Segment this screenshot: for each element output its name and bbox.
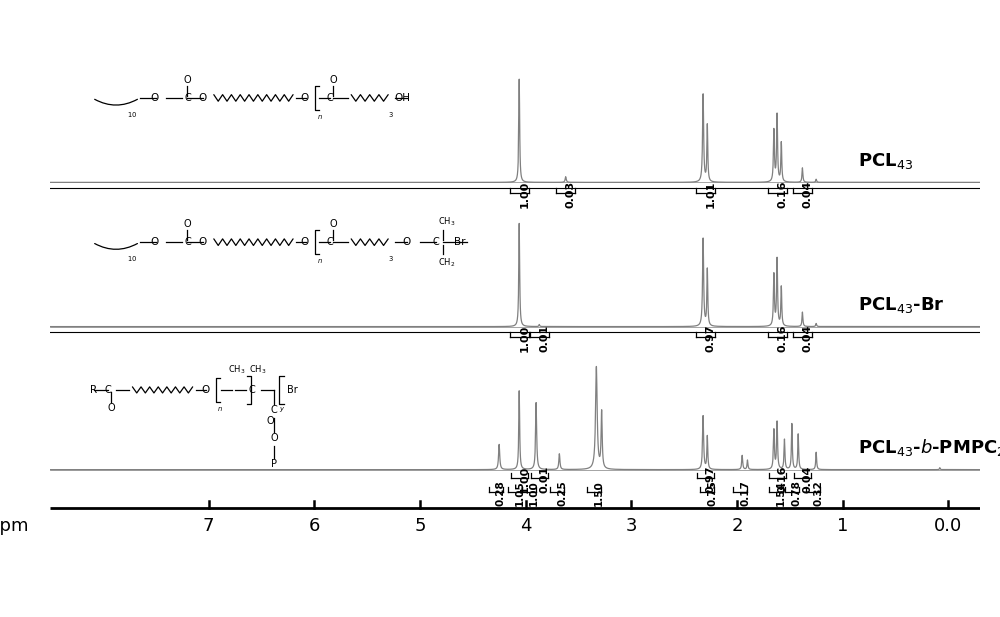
Text: 0.16: 0.16	[777, 180, 787, 208]
Text: 0.97: 0.97	[705, 325, 715, 352]
Text: 1.54: 1.54	[776, 480, 786, 506]
Text: $_{10}$: $_{10}$	[127, 254, 138, 264]
Text: 7: 7	[203, 516, 214, 534]
Text: P: P	[271, 459, 277, 469]
Text: $_n$: $_n$	[217, 404, 223, 414]
Text: 0.03: 0.03	[566, 181, 576, 208]
Text: 0.28: 0.28	[496, 480, 506, 506]
Text: 0.17: 0.17	[740, 480, 750, 506]
Text: O: O	[201, 385, 210, 395]
Text: O: O	[301, 93, 309, 103]
Text: 1.50: 1.50	[594, 480, 604, 506]
Text: 0.75: 0.75	[707, 480, 717, 506]
Text: O: O	[329, 219, 337, 230]
Text: 1.00: 1.00	[519, 325, 529, 352]
Text: O: O	[151, 237, 159, 247]
Text: 1.01: 1.01	[705, 180, 715, 208]
Text: 3: 3	[626, 516, 637, 534]
Text: $_{10}$: $_{10}$	[127, 110, 138, 120]
Text: 0.25: 0.25	[557, 480, 567, 506]
Text: 0.16: 0.16	[777, 465, 787, 493]
Text: R: R	[90, 385, 97, 395]
Text: 0.0: 0.0	[934, 516, 962, 534]
Text: Br: Br	[454, 237, 465, 247]
Text: C: C	[432, 237, 439, 247]
Text: OH: OH	[394, 93, 410, 103]
Text: O: O	[329, 75, 337, 85]
Text: O: O	[151, 93, 159, 103]
Text: 0.01: 0.01	[539, 325, 549, 352]
Text: 0.04: 0.04	[802, 180, 812, 208]
Text: O: O	[107, 403, 115, 413]
Text: 0.01: 0.01	[539, 465, 549, 492]
Text: O: O	[198, 93, 206, 103]
Text: O: O	[266, 416, 274, 426]
Text: 0.78: 0.78	[792, 480, 802, 506]
Text: 2: 2	[731, 516, 743, 534]
Text: $_n$: $_n$	[317, 112, 322, 122]
Text: 1.00: 1.00	[519, 465, 529, 492]
Text: PCL$_{43}$-Br: PCL$_{43}$-Br	[858, 295, 945, 315]
Text: 4: 4	[520, 516, 531, 534]
Text: 1.00: 1.00	[519, 180, 529, 208]
Text: CH$_3$: CH$_3$	[249, 363, 267, 376]
Text: O: O	[402, 237, 410, 247]
Text: O: O	[270, 433, 278, 443]
Text: 1.00: 1.00	[529, 480, 539, 506]
Text: 0.04: 0.04	[802, 325, 812, 352]
Text: C: C	[184, 237, 191, 247]
Text: C: C	[326, 237, 333, 247]
Text: 0.97: 0.97	[705, 465, 715, 493]
Text: 0.32: 0.32	[813, 480, 823, 506]
Text: CH$_3$: CH$_3$	[228, 363, 246, 376]
Text: $_3$: $_3$	[388, 254, 394, 264]
Text: O: O	[184, 219, 191, 230]
Text: Br: Br	[287, 385, 297, 395]
Text: PCL$_{43}$: PCL$_{43}$	[858, 151, 913, 171]
Text: CH$_2$: CH$_2$	[438, 256, 455, 269]
Text: C: C	[105, 385, 111, 395]
Text: $_n$: $_n$	[317, 256, 322, 267]
Text: 1.05: 1.05	[515, 480, 525, 506]
Text: C: C	[248, 385, 255, 395]
Text: $_y$: $_y$	[279, 404, 286, 414]
Text: C: C	[184, 93, 191, 103]
Text: O: O	[301, 237, 309, 247]
Text: C: C	[326, 93, 333, 103]
Text: O: O	[184, 75, 191, 85]
Text: PCL$_{43}$-$b$-PMPC$_{25}$: PCL$_{43}$-$b$-PMPC$_{25}$	[858, 437, 1000, 458]
Text: 1: 1	[837, 516, 848, 534]
Text: CH$_3$: CH$_3$	[438, 215, 455, 228]
Text: 0.04: 0.04	[802, 465, 812, 493]
Text: 6: 6	[309, 516, 320, 534]
Text: C: C	[271, 405, 277, 415]
Text: ppm: ppm	[0, 516, 29, 534]
Text: 5: 5	[414, 516, 426, 534]
Text: O: O	[198, 237, 206, 247]
Text: $_3$: $_3$	[388, 110, 394, 120]
Text: 0.16: 0.16	[777, 325, 787, 352]
